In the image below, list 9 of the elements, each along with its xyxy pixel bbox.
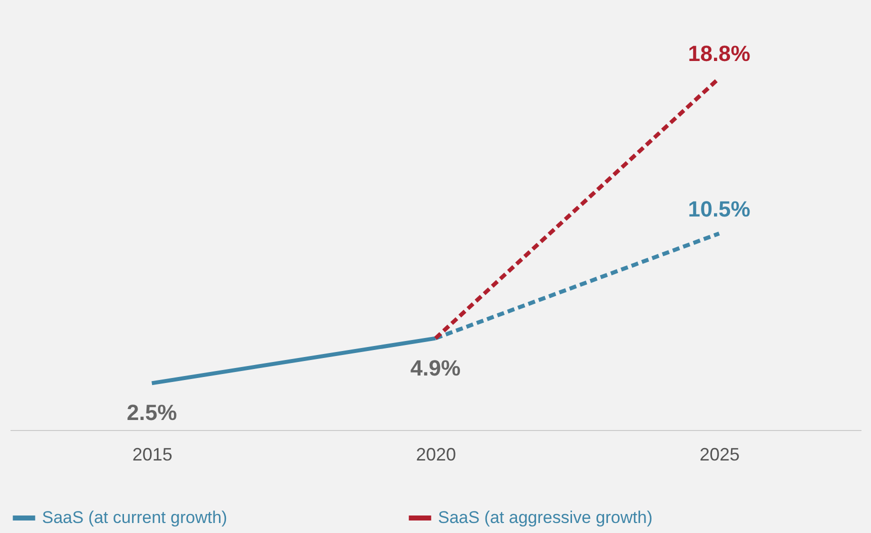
x-tick-label: 2015 xyxy=(132,444,172,464)
data-label: 4.9% xyxy=(410,355,461,380)
x-tick-label: 2020 xyxy=(416,444,456,464)
legend-label: SaaS (at current growth) xyxy=(42,508,228,527)
data-label: 2.5% xyxy=(126,400,177,426)
legend-label: SaaS (at aggressive growth) xyxy=(438,508,652,527)
x-tick-label: 2025 xyxy=(700,444,740,464)
data-label: 18.8% xyxy=(688,41,750,66)
data-label: 10.5% xyxy=(688,196,750,222)
